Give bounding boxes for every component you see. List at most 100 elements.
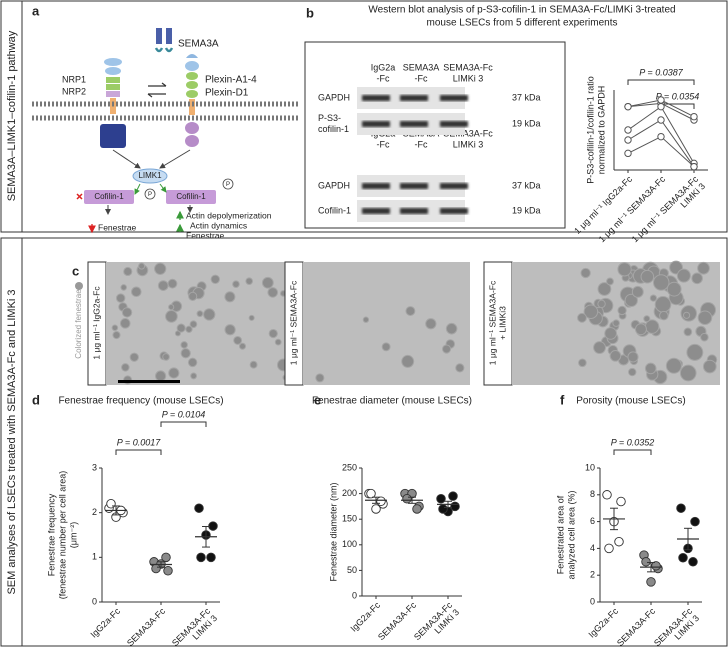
fenestra bbox=[176, 323, 186, 333]
fenestra bbox=[245, 277, 254, 285]
fenestra bbox=[593, 341, 606, 354]
y-tick-label: 6 bbox=[590, 516, 595, 526]
blot-band bbox=[400, 121, 428, 127]
fenestra bbox=[180, 348, 191, 359]
fenestra bbox=[683, 327, 693, 337]
fenestra bbox=[111, 324, 119, 332]
fenestra bbox=[315, 373, 325, 383]
point bbox=[448, 491, 458, 501]
fenestra bbox=[188, 291, 198, 301]
x-tick-label: 1 μg ml⁻¹ IgG2a-Fc bbox=[572, 174, 634, 236]
fenestra bbox=[604, 327, 617, 340]
diagram-label: P bbox=[148, 192, 152, 198]
diagram-label: SEMA3A bbox=[178, 39, 219, 50]
fenestra bbox=[167, 278, 178, 289]
y-tick-label: 0 bbox=[352, 590, 357, 600]
fenestra bbox=[627, 351, 639, 363]
legend-swatch bbox=[75, 282, 83, 290]
side-label: SEM analyses of LSECs treated with SEMA3… bbox=[6, 289, 18, 594]
fenestra bbox=[224, 324, 236, 336]
fenestra bbox=[597, 282, 612, 296]
fenestra bbox=[649, 294, 658, 302]
panel-label: b bbox=[306, 5, 314, 20]
fenestra bbox=[249, 360, 258, 369]
fenestra bbox=[238, 342, 247, 350]
fenestra bbox=[617, 262, 632, 277]
x-tick-label: IgG2a-Fc bbox=[586, 606, 620, 640]
y-axis-label: normalized to GAPDH bbox=[596, 86, 606, 175]
fenestra bbox=[232, 280, 240, 288]
y-tick-label: 3 bbox=[92, 462, 97, 472]
blot-column-label: -Fc bbox=[377, 73, 390, 83]
blot-row-label: GAPDH bbox=[318, 92, 350, 102]
y-axis-label: Fenestrated area of bbox=[555, 495, 565, 574]
y-axis-label: Fenestrae frequency bbox=[46, 493, 56, 576]
fenestra bbox=[381, 342, 391, 352]
legend-label: Colorized fenestrae bbox=[74, 289, 83, 359]
panel-label: d bbox=[32, 392, 40, 407]
blot-size-label: 19 kDa bbox=[512, 205, 541, 215]
fenestra bbox=[634, 323, 647, 336]
fenestra bbox=[654, 296, 672, 313]
point bbox=[678, 553, 688, 563]
fenestra bbox=[686, 343, 704, 361]
panel-title: mouse LSECs from 5 different experiments bbox=[426, 18, 617, 29]
fenestra bbox=[138, 262, 146, 270]
diagram-label: Cofilin-1 bbox=[176, 192, 206, 201]
blot-row-label: Cofilin-1 bbox=[318, 205, 351, 215]
point bbox=[614, 536, 624, 547]
blot-band bbox=[440, 95, 468, 101]
fenestra bbox=[455, 363, 465, 373]
fenestra bbox=[401, 354, 415, 368]
pair-line bbox=[627, 119, 695, 167]
frame bbox=[0, 0, 728, 233]
blot-frame bbox=[304, 41, 566, 229]
panel-label: f bbox=[560, 392, 565, 407]
point bbox=[366, 488, 376, 499]
fenestra bbox=[425, 318, 437, 330]
fenestra bbox=[129, 352, 139, 362]
point bbox=[616, 496, 626, 507]
point bbox=[657, 116, 665, 124]
y-axis-label: P-S3-cofilin-1/cofilin-1 ratio bbox=[585, 76, 595, 184]
diagram-label: Fenestrae bbox=[98, 222, 137, 232]
point bbox=[412, 504, 422, 514]
fenestra bbox=[631, 285, 644, 298]
pair-line bbox=[627, 136, 695, 168]
y-tick-label: 2 bbox=[92, 507, 97, 517]
diagram-label: Cofilin-1 bbox=[94, 192, 124, 201]
blot-band bbox=[362, 95, 390, 101]
fenestra bbox=[691, 272, 703, 285]
fenestra bbox=[682, 311, 691, 319]
fenestra bbox=[580, 267, 591, 279]
fenestra bbox=[115, 293, 126, 303]
point bbox=[438, 504, 448, 514]
fenestra bbox=[274, 338, 282, 346]
fenestra bbox=[665, 357, 682, 374]
pathway-diagram bbox=[32, 28, 300, 234]
chart-title: Porosity (mouse LSECs) bbox=[576, 396, 685, 407]
point bbox=[604, 543, 614, 554]
point bbox=[371, 504, 381, 514]
diagram-label: Plexin-D1 bbox=[205, 88, 249, 99]
y-tick-label: 1 bbox=[92, 552, 97, 562]
blot-size-label: 37 kDa bbox=[512, 180, 541, 190]
fenestra bbox=[697, 261, 710, 275]
fenestra bbox=[268, 328, 278, 339]
fenestra bbox=[362, 316, 370, 323]
fenestra bbox=[210, 274, 221, 284]
point bbox=[602, 490, 612, 500]
blot-column-label: IgG2a bbox=[371, 62, 396, 72]
fenestra bbox=[189, 320, 198, 329]
y-axis-label: analyzed cell area (%) bbox=[566, 490, 576, 579]
side-label: SEMA3A–LIMK1–cofilin-1 pathway bbox=[6, 30, 18, 201]
blot-column-label: SEMA3A-Fc bbox=[443, 128, 493, 138]
image-label: 1 μg ml⁻¹ IgG2a-Fc bbox=[91, 286, 101, 360]
x-tick-label: IgG2a-Fc bbox=[348, 600, 382, 634]
diagram-label: NRP2 bbox=[62, 86, 86, 96]
fenestra bbox=[120, 284, 128, 291]
fenestra bbox=[578, 358, 587, 368]
y-tick-label: 0 bbox=[590, 596, 595, 606]
blot-band bbox=[400, 183, 428, 189]
